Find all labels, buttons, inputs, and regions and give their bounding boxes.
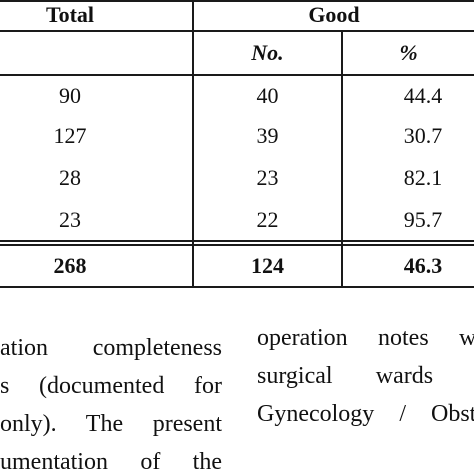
body-text: ation completeness s (documented for onl… [0, 322, 474, 474]
left-col-line-2: s (documented for [0, 373, 222, 399]
right-col-line-2: surgical wards a [257, 363, 474, 389]
column-divider-no-pct [341, 30, 343, 288]
column-divider-total-good [192, 0, 194, 288]
row4-total: 23 [59, 207, 81, 232]
header-total: Total [45, 2, 95, 27]
row2-total: 127 [53, 123, 87, 148]
left-col-line-3: only). The present [0, 411, 222, 437]
row2-no: 39 [256, 123, 279, 148]
right-col-line-3: Gynecology / Obste [257, 401, 474, 427]
left-col-line-1: ation completeness [0, 335, 222, 361]
totals-total: 268 [53, 253, 87, 278]
subheader-no: No. [251, 40, 284, 65]
header-rule [0, 30, 474, 32]
results-table: Total Good No. % 90 40 44.4 127 39 30.7 … [0, 0, 474, 288]
table-bottom-rule [0, 286, 474, 288]
row1-no: 40 [256, 83, 279, 108]
totals-top-rule [0, 240, 474, 242]
subheader-pct: % [399, 40, 418, 65]
totals-no: 124 [251, 253, 284, 278]
row1-pct: 44.4 [403, 83, 443, 108]
row4-pct: 95.7 [403, 207, 443, 232]
row1-total: 90 [59, 83, 81, 108]
row2-pct: 30.7 [403, 123, 443, 148]
right-col-line-1: operation notes wa [257, 325, 474, 351]
subheader-rule [0, 74, 474, 76]
row3-pct: 82.1 [403, 165, 443, 190]
totals-pct: 46.3 [403, 253, 443, 278]
header-good: Good [308, 2, 360, 27]
table-top-rule [0, 0, 474, 2]
left-col-line-4: umentation of the [0, 449, 222, 474]
row3-no: 23 [256, 165, 279, 190]
totals-bottom-rule-1 [0, 244, 474, 246]
row3-total: 28 [59, 165, 81, 190]
row4-no: 22 [256, 207, 279, 232]
